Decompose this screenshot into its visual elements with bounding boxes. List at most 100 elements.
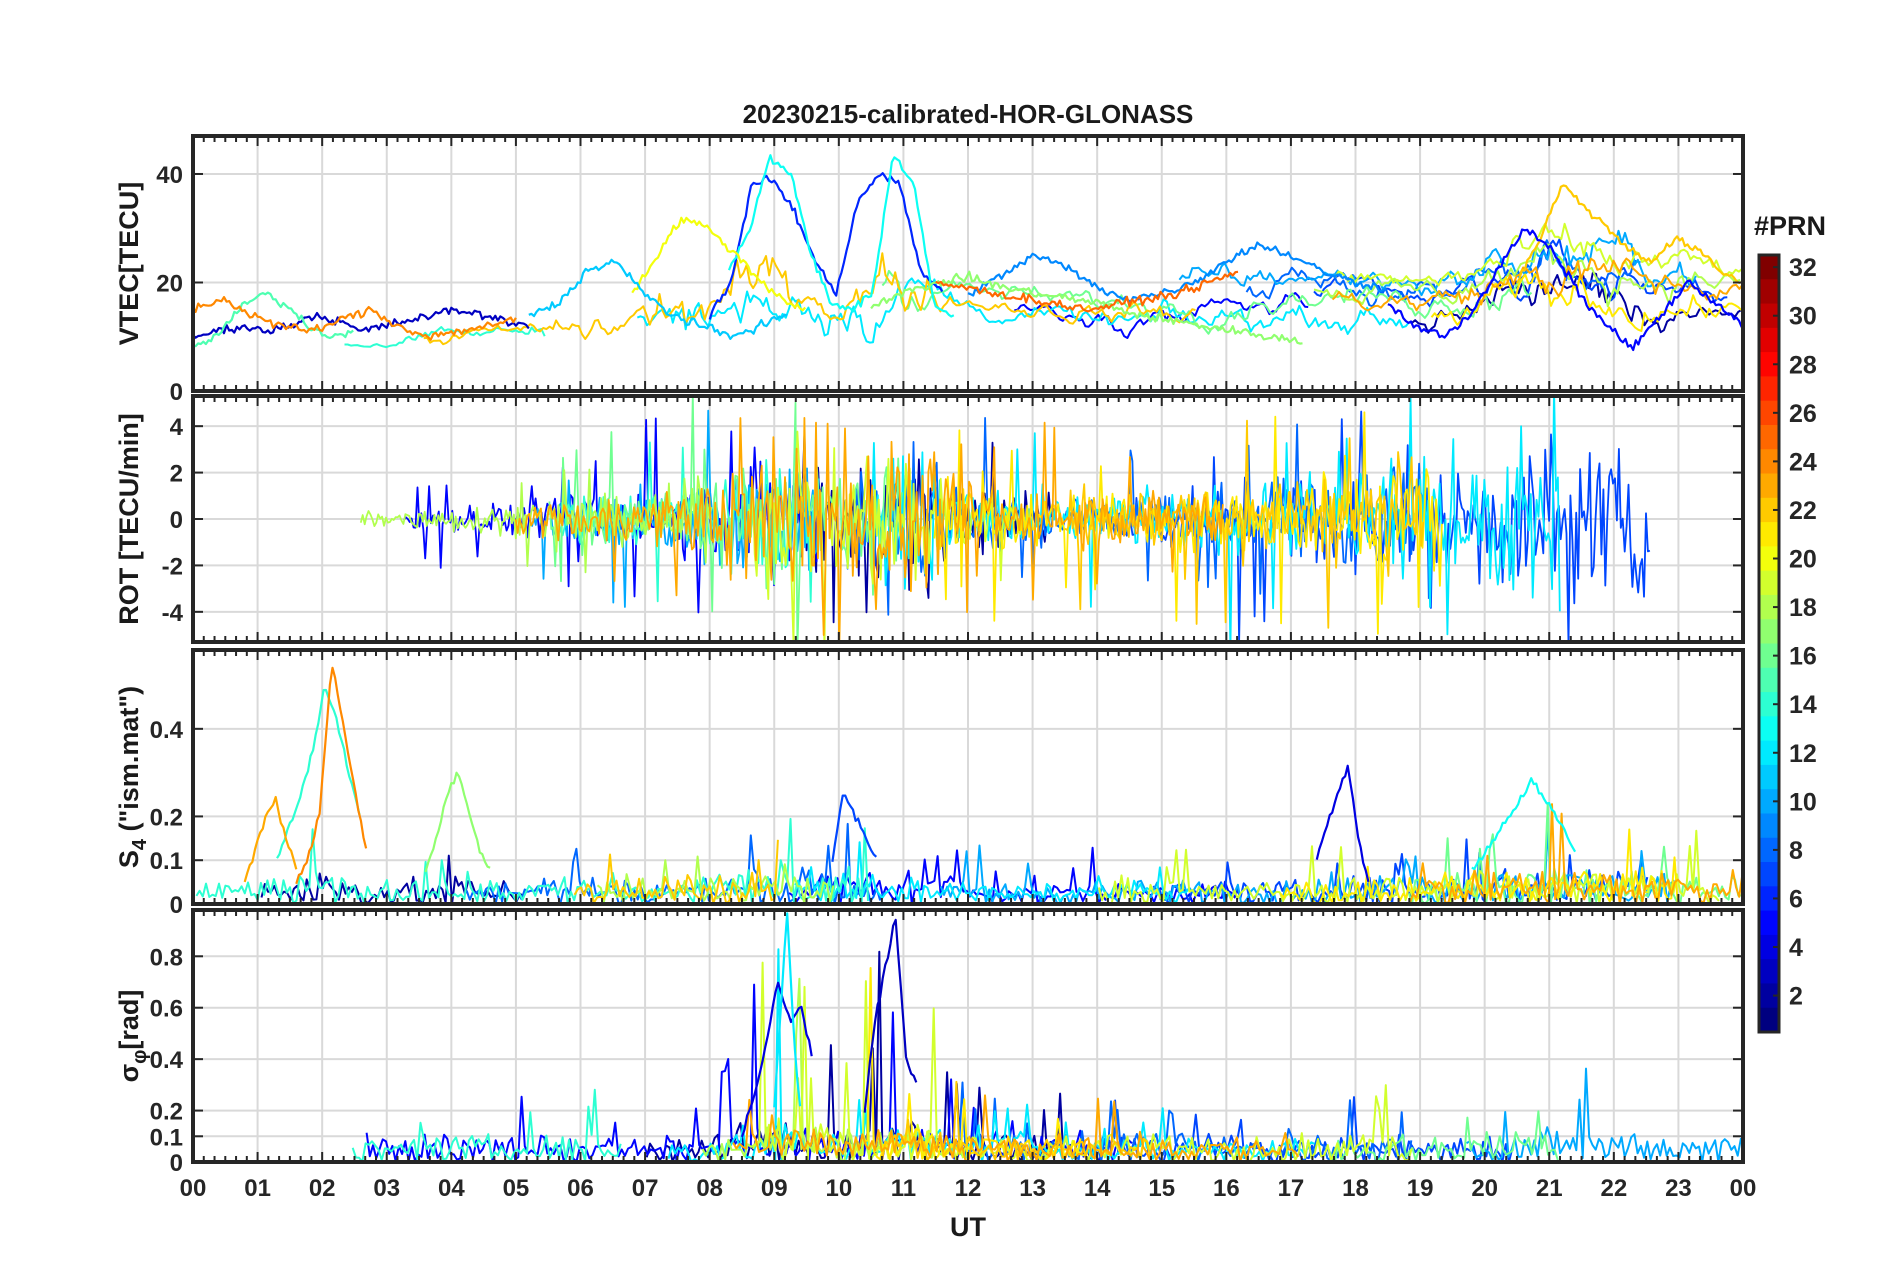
y-tick-label: 0	[170, 892, 183, 919]
x-tick-label: 19	[1407, 1175, 1434, 1202]
y-tick-label: 2	[170, 461, 183, 488]
chart-title: 20230215-calibrated-HOR-GLONASS	[743, 99, 1194, 129]
series-group	[193, 154, 1743, 352]
colorbar-segment	[1759, 400, 1779, 426]
x-tick-label: 15	[1148, 1175, 1175, 1202]
trace-prn-23	[732, 1094, 1300, 1162]
x-tick-label: 17	[1278, 1175, 1305, 1202]
y-tick-label: 0.6	[150, 996, 183, 1023]
series-prn-3	[863, 918, 918, 1113]
x-tick-label: 10	[825, 1175, 852, 1202]
series-prn-17	[424, 771, 491, 873]
series-prn-3	[193, 306, 530, 339]
y-tick-label: -4	[162, 600, 184, 627]
x-tick-marks	[192, 910, 1744, 1162]
x-tick-label: 09	[761, 1175, 788, 1202]
x-tick-label: 11	[891, 1175, 916, 1202]
colorbar-tick-label: 16	[1789, 643, 1817, 671]
y-axis-label-rot: ROT [TECU/min]	[114, 413, 144, 624]
series-prn-23	[243, 795, 298, 883]
colorbar-segment	[1759, 376, 1779, 402]
x-tick-marks	[192, 650, 1744, 904]
colorbar-segment	[1759, 522, 1779, 547]
x-tick-label: 06	[567, 1175, 594, 1202]
colorbar-segment	[1759, 667, 1779, 693]
y-tick-label: 0.8	[150, 944, 183, 971]
colorbar-segment	[1759, 352, 1779, 378]
panel-rot: -4 -2 0 2 4 ROT [TECU/min]	[114, 394, 1745, 644]
y-tick-label: 0.4	[150, 717, 184, 744]
trace-prn-23	[514, 416, 1224, 642]
trace-prn-12	[636, 277, 1410, 344]
colorbar-title: #PRN	[1754, 211, 1826, 241]
colorbar-frame	[1757, 253, 1781, 1034]
x-tick-label: 03	[373, 1175, 400, 1202]
x-tick-label: 18	[1342, 1175, 1369, 1202]
trace-prn-14	[344, 326, 546, 349]
colorbar-segment	[1759, 303, 1779, 329]
trace-prn-21	[863, 967, 1082, 1161]
y-tick-label: 4	[170, 414, 184, 441]
colorbar-segment	[1759, 594, 1779, 620]
y-axis-label-s4: S4 ("ism.mat")	[114, 686, 151, 868]
x-tick-label: 16	[1213, 1175, 1240, 1202]
series-prn-14	[276, 688, 361, 859]
colorbar-tick-label: 2	[1789, 983, 1803, 1011]
series-prn-22	[1516, 184, 1743, 284]
y-label-rest: ("ism.mat")	[114, 686, 144, 839]
x-tick-label: 22	[1600, 1175, 1627, 1202]
colorbar-segment	[1759, 619, 1779, 645]
colorbar-segment	[1759, 570, 1779, 596]
colorbar-segment	[1759, 862, 1779, 887]
series-prn-12	[773, 912, 802, 1108]
colorbar-segment	[1759, 764, 1779, 790]
y-axis-label-vtec: VTEC[TECU]	[114, 182, 144, 346]
series-prn-4	[740, 981, 813, 1138]
series-prn-9	[967, 241, 1387, 303]
colorbar-segment	[1759, 692, 1779, 717]
series-prn-6	[708, 172, 944, 320]
colorbar-tick-label: 26	[1789, 400, 1817, 428]
series-prn-11	[528, 258, 788, 340]
colorbar-segment	[1759, 1007, 1779, 1033]
colorbar-segment	[1759, 716, 1779, 742]
series-group	[359, 396, 1651, 642]
colorbar-tick-label: 8	[1789, 837, 1803, 865]
y-label-main: S	[114, 850, 144, 868]
x-tick-marks	[192, 396, 1744, 642]
panel-vtec: 0 20 40 VTEC[TECU]	[114, 134, 1745, 406]
x-tick-label: 04	[438, 1175, 465, 1202]
colorbar-segment	[1759, 473, 1779, 499]
y-tick-label: 0.2	[150, 804, 183, 831]
colorbar-tick-label: 32	[1789, 254, 1817, 282]
y-tick-label: 0	[170, 379, 183, 406]
y-tick-label: -2	[162, 553, 183, 580]
x-tick-label: 21	[1536, 1175, 1563, 1202]
colorbar-tick-label: 28	[1789, 351, 1817, 379]
x-tick-label: 01	[244, 1175, 271, 1202]
x-tick-label: 02	[309, 1175, 336, 1202]
colorbar-segment	[1759, 327, 1779, 353]
y-tick-label: 0	[170, 507, 183, 534]
series-prn-24	[193, 296, 517, 341]
colorbar-segment	[1759, 886, 1779, 912]
y-label-subscript: φ	[129, 1050, 151, 1064]
colorbar-segment	[1759, 813, 1779, 839]
y-tick-label: 40	[156, 162, 183, 189]
y-tick-label: 0.2	[150, 1099, 183, 1126]
trace-prn-19	[1334, 222, 1743, 287]
colorbar-segment	[1759, 837, 1779, 863]
y-tick-label: 20	[156, 270, 183, 297]
x-tick-label: 07	[632, 1175, 659, 1202]
series-prn-13	[1471, 777, 1577, 871]
x-tick-label: 08	[696, 1175, 723, 1202]
trace-prn-23	[1408, 803, 1743, 904]
colorbar-segment	[1759, 983, 1779, 1009]
panel-s4: 00.10.20.4S4 ("ism.mat")	[114, 648, 1745, 919]
y-label-subscript: 4	[129, 838, 151, 850]
trace-prn-22	[423, 252, 1196, 346]
colorbar-segment	[1759, 740, 1779, 766]
